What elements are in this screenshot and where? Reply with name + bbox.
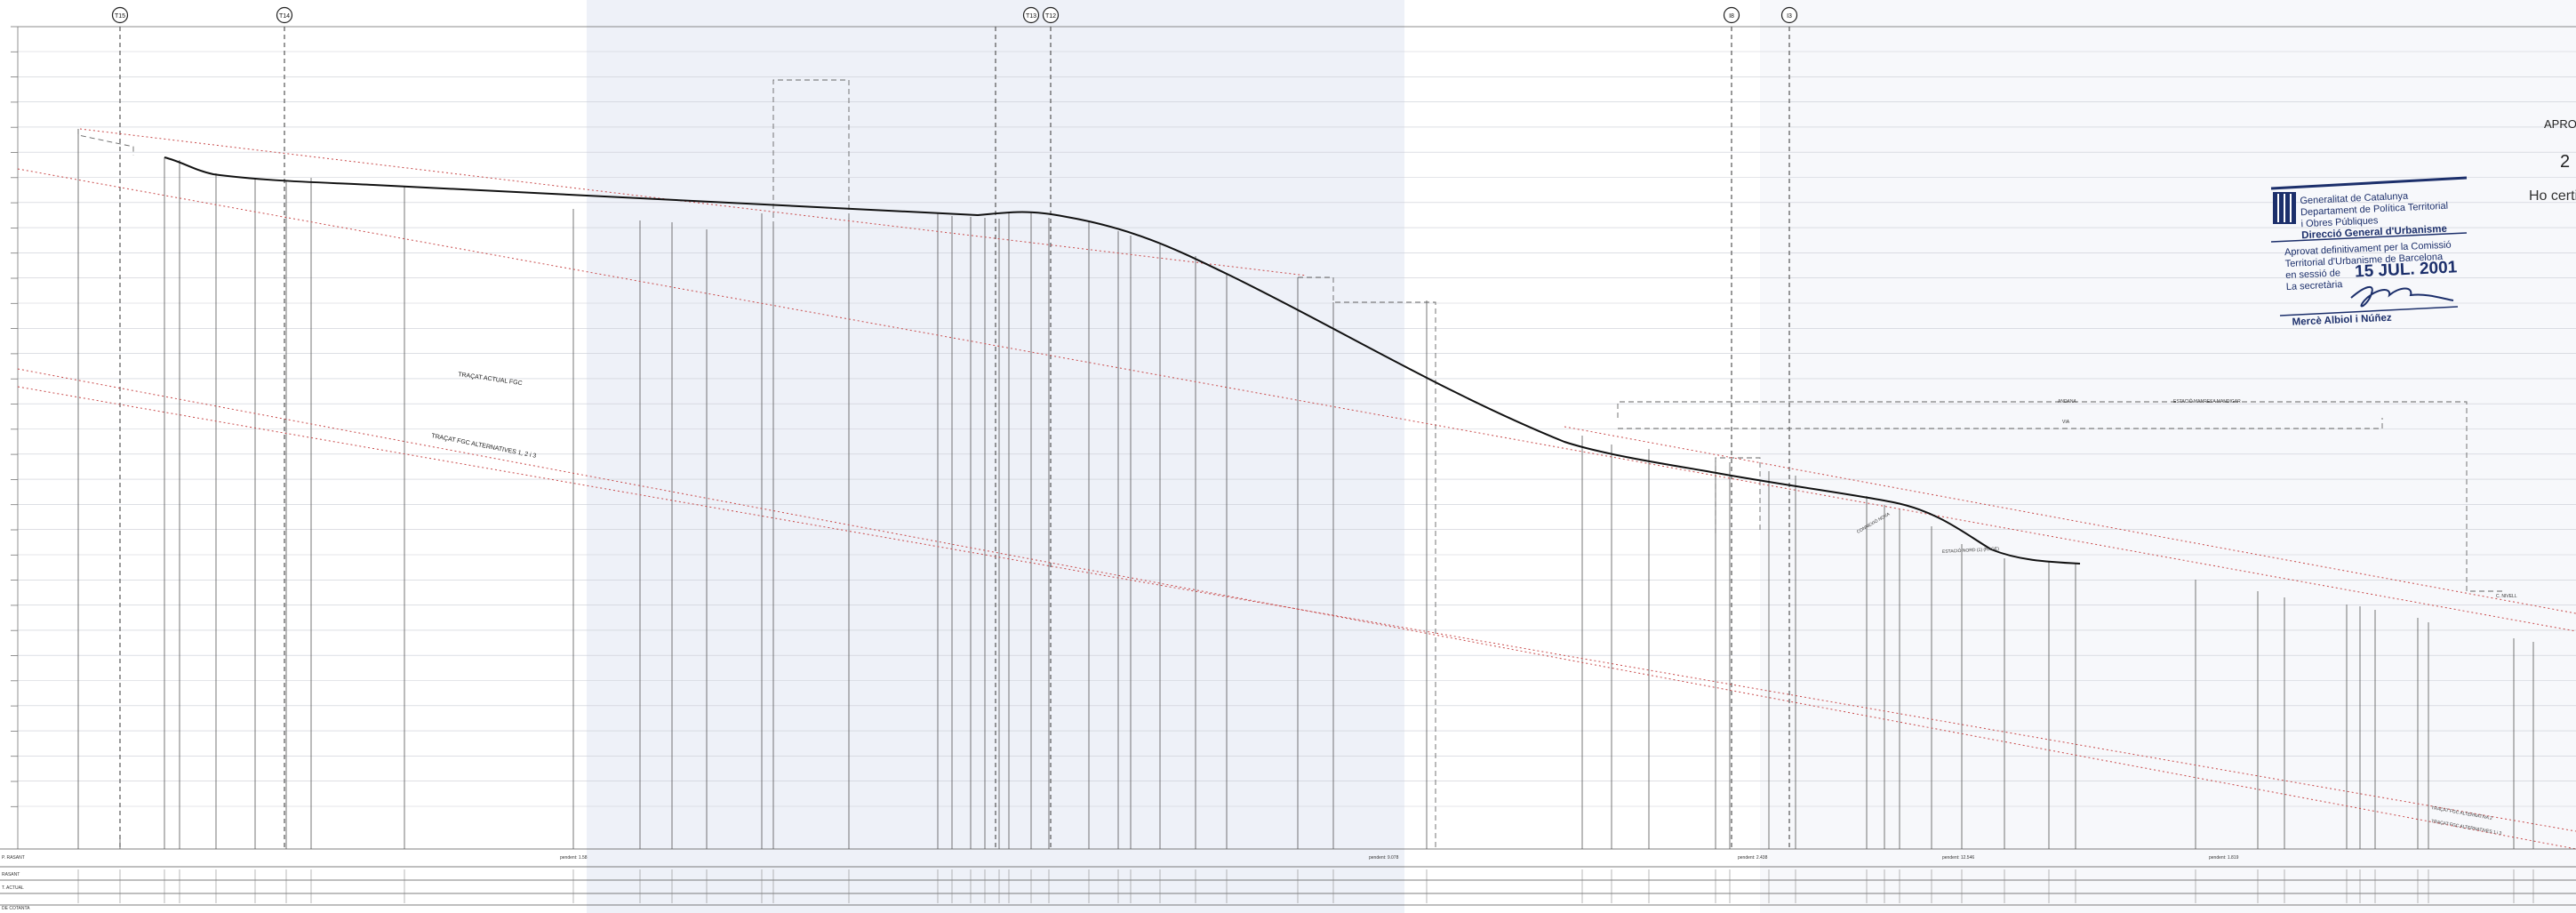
stamp-date: 15 JUL. 2001 [2355,258,2458,281]
marker-t15: T15 [111,6,129,24]
alt-1-line [17,368,2576,850]
label-estacio-nord: ESTACIÓ NORD (1) (RAGE) [1942,546,2000,555]
marker-label: I3 [1787,13,1792,20]
scan-tint [1760,0,2576,913]
stamp-logo-stripes [2277,194,2292,222]
band-label-actual: T. ACTUAL [2,885,24,891]
label-traçat-alt: TRAÇAT FGC ALTERNATIVES 1, 2 i 3 [431,433,537,460]
stamp-org1: Generalitat de Catalunya [2300,191,2409,207]
terrain-profile [164,156,2081,565]
label-andana: ANDANA [2058,399,2077,404]
scan-tint [587,0,1404,913]
outline-station [1617,401,2502,592]
stamp-line3: en sessió de [2285,268,2340,281]
pendent-label: pendent: 2.438 [1738,855,1768,861]
stamp-org3: i Obres Públiques [2300,215,2379,229]
elevation-ticks [11,26,18,807]
pendent-label: pendent: 1.58 [560,855,588,861]
outline-box [1715,457,1761,533]
label-via: VIA [2062,420,2070,425]
marker-label: T14 [279,13,290,20]
edge-aprov: APROV [2544,117,2576,131]
band-station-values [77,869,2534,903]
edge-number: 2 [2560,152,2570,172]
stamp-rule [2270,176,2468,190]
label-traçat-actual: TRAÇAT ACTUAL FGC [458,372,523,387]
marker-t14: T14 [276,6,293,24]
pendent-label: pendent: 1.819 [2209,855,2239,861]
stamp-line4: La secretària [2286,279,2344,292]
outline-t15 [77,129,134,156]
marker-t12: T12 [1042,6,1060,24]
existing-line [79,128,1308,276]
outline-central [772,79,850,227]
marker-i3: I3 [1780,6,1798,24]
marker-circle [1042,6,1060,24]
marker-label: T12 [1045,13,1056,20]
label-estacio: ESTACIÓ MANRESA MANDIGAR [2173,398,2241,404]
marker-i8: I8 [1723,6,1740,24]
band-label-rasant: RASANT [2,872,20,877]
stamp-rule [2270,232,2468,243]
marker-row: T15 T14 T13 T12 I8 I3 [111,6,1798,24]
label-c-nivell: C. NIVELL [2496,594,2517,599]
marker-circle [111,6,129,24]
bottom-band [0,848,2576,906]
marker-circle [1723,6,1740,24]
structure-outlines [77,79,2502,849]
stamp-name: Mercè Albiol i Núñez [2292,313,2392,328]
alt-2-line [17,386,2576,832]
marker-label: T15 [115,13,125,20]
outline-platform [1618,418,2383,429]
edge-certif: Ho certif [2529,188,2576,204]
horizontal-gridlines [18,51,2576,807]
marker-circle [276,6,293,24]
marker-circle [1780,6,1798,24]
band-label-footer: DE COTANTA [2,906,30,911]
marker-t13: T13 [1022,6,1040,24]
marker-label: I8 [1729,13,1734,20]
stamp-rule [2279,306,2459,316]
band-label-rasant-p: P. RASANT [2,855,25,861]
alignment-lines [17,128,2576,850]
marker-label: T13 [1026,13,1036,20]
signature-scribble [2350,285,2454,308]
station-lines [77,27,2534,849]
marker-circle [1022,6,1040,24]
pendent-label: pendent: 12.546 [1942,855,1974,861]
pendent-label: pendent: 9.078 [1369,855,1399,861]
